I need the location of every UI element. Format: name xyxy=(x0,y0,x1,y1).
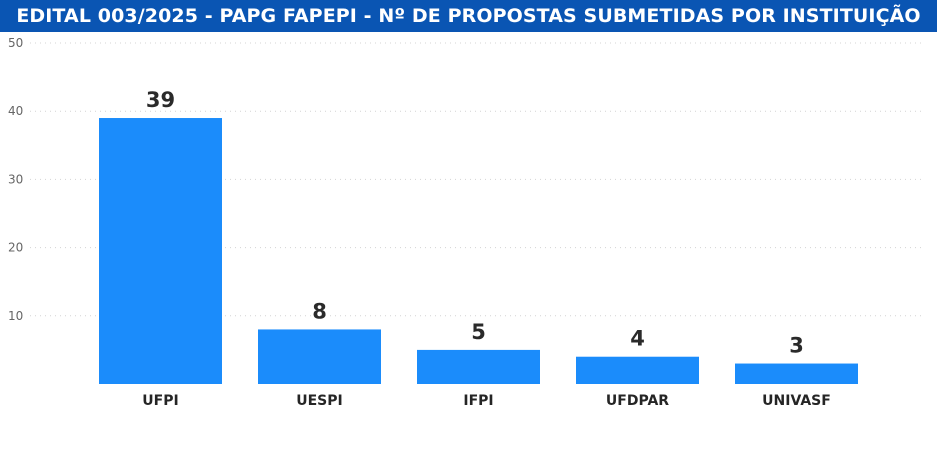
data-label: 39 xyxy=(146,88,175,112)
x-category-label: UFDPAR xyxy=(606,393,669,409)
bar xyxy=(99,118,222,385)
y-tick-label: 50 xyxy=(8,36,23,50)
y-tick-label: 20 xyxy=(8,241,23,255)
y-tick-label: 30 xyxy=(8,172,23,186)
bar xyxy=(735,363,858,384)
x-category-label: UFPI xyxy=(142,393,178,409)
data-label: 4 xyxy=(630,327,645,351)
x-category-label: UESPI xyxy=(296,393,342,409)
x-category-label: UNIVASF xyxy=(762,393,831,409)
bar xyxy=(576,356,699,384)
x-category-label: IFPI xyxy=(463,393,493,409)
data-label: 8 xyxy=(312,299,327,323)
y-tick-label: 10 xyxy=(8,309,23,323)
data-label: 5 xyxy=(471,320,486,344)
chart-title: EDITAL 003/2025 - PAPG FAPEPI - Nº DE PR… xyxy=(16,5,921,27)
bar xyxy=(258,329,381,384)
bar xyxy=(417,349,540,384)
chart-title-bar: EDITAL 003/2025 - PAPG FAPEPI - Nº DE PR… xyxy=(0,0,937,32)
y-tick-label: 40 xyxy=(8,104,23,118)
data-label: 3 xyxy=(789,334,804,358)
